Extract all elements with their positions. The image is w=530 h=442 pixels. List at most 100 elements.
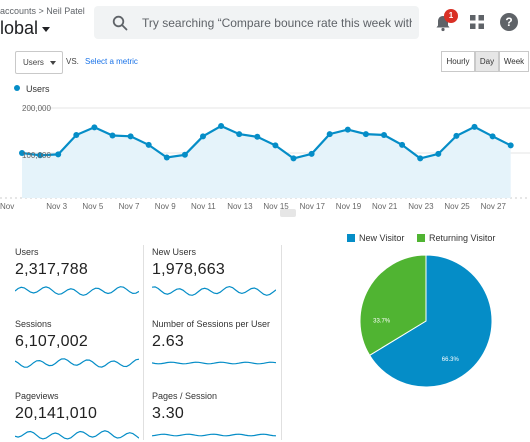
data-point <box>344 126 351 133</box>
search-placeholder: Try searching “Compare bounce rate this … <box>142 16 412 30</box>
x-tick-label: Nov 27 <box>480 202 506 211</box>
scorecard-divider <box>143 245 144 440</box>
x-tick-label: Nov 3 <box>46 202 68 211</box>
chart-legend: Users <box>14 84 50 94</box>
sparkline <box>15 286 139 296</box>
data-point <box>308 150 315 157</box>
x-tick-label: Nov 7 <box>118 202 140 211</box>
help-icon[interactable]: ? <box>500 13 518 31</box>
chart-resize-handle[interactable] <box>280 209 296 217</box>
pie-label-new: 66.3% <box>442 357 460 363</box>
x-tick-label: Nov 11 <box>191 202 216 211</box>
x-tick-label: Nov 9 <box>154 202 176 211</box>
legend-label: Users <box>26 84 50 94</box>
legend-swatch <box>417 234 425 242</box>
sparkline-line <box>152 361 276 365</box>
pie-label-returning: 33.7% <box>373 318 391 324</box>
data-point <box>19 150 25 156</box>
apps-grid-icon[interactable] <box>470 15 484 29</box>
x-tick-label: Nov 5 <box>82 202 104 211</box>
x-tick-label: Nov <box>0 202 15 211</box>
data-point <box>471 123 478 130</box>
scorecard-value: 2.63 <box>152 333 184 350</box>
sparkline-line <box>152 285 276 296</box>
users-line-chart <box>0 107 530 199</box>
scorecard-sessions[interactable]: Sessions 6,107,002 <box>15 317 145 383</box>
data-point <box>254 133 261 140</box>
data-point <box>362 131 369 138</box>
scorecard-value: 20,141,010 <box>15 405 98 422</box>
metric-select-value: Users <box>23 58 44 67</box>
dropdown-arrow-icon <box>50 61 56 65</box>
data-point <box>453 132 460 139</box>
x-tick-label: Nov 15 <box>263 202 289 211</box>
scorecard-value: 2,317,788 <box>15 261 88 278</box>
data-point <box>109 132 116 139</box>
legend-swatch <box>347 234 355 242</box>
week-button[interactable]: Week <box>499 51 529 72</box>
data-point <box>145 141 152 148</box>
x-tick-label: Nov 23 <box>408 202 434 211</box>
scorecard-value: 3.30 <box>152 405 184 422</box>
scorecard-users[interactable]: Users 2,317,788 <box>15 245 145 311</box>
legend-label: New Visitor <box>359 233 405 243</box>
data-point <box>55 151 62 158</box>
day-button[interactable]: Day <box>475 51 499 72</box>
data-point <box>417 155 424 162</box>
sparkline <box>152 361 276 365</box>
x-tick-label: Nov 19 <box>335 202 362 211</box>
y-tick-label: 100,000 <box>22 151 51 160</box>
data-point <box>181 151 188 158</box>
breadcrumb[interactable]: accounts > Neil Patel <box>0 6 85 16</box>
users-line <box>21 124 512 160</box>
x-tick-label: Nov 21 <box>372 202 398 211</box>
sparkline <box>152 285 276 296</box>
sparkline <box>152 433 276 437</box>
hourly-button[interactable]: Hourly <box>441 51 475 72</box>
sparkline-line <box>15 358 139 368</box>
select-metric-link[interactable]: Select a metric <box>85 57 138 66</box>
search-input[interactable]: Try searching “Compare bounce rate this … <box>94 6 419 39</box>
data-point <box>507 142 514 149</box>
data-point <box>91 124 98 131</box>
scorecard-value: 1,978,663 <box>152 261 225 278</box>
data-point <box>73 132 80 138</box>
data-point <box>399 141 406 148</box>
view-name: lobal <box>0 18 39 38</box>
sparkline-line <box>15 430 139 440</box>
x-tick-label: Nov 17 <box>299 202 325 211</box>
pie-legend-new: New Visitor <box>347 233 404 243</box>
chevron-down-icon <box>42 26 51 32</box>
view-selector[interactable]: lobal <box>0 18 51 39</box>
vs-label: VS. <box>66 57 79 66</box>
scorecard-value: 6,107,002 <box>15 333 88 350</box>
top-bar: accounts > Neil Patel lobal Try searchin… <box>0 0 530 48</box>
scorecard-pages-per-session[interactable]: Pages / Session 3.30 <box>152 389 282 442</box>
legend-dot <box>14 85 20 91</box>
sparkline <box>15 430 139 440</box>
scorecard-label: Sessions <box>15 319 52 329</box>
users-area <box>22 126 511 198</box>
scorecard-label: Pages / Session <box>152 391 218 401</box>
data-point <box>381 132 387 138</box>
pie-slice-new-visitor <box>368 254 493 388</box>
data-point <box>290 155 297 162</box>
data-point <box>489 133 496 140</box>
data-point <box>127 133 134 140</box>
pie-legend-returning: Returning Visitor <box>417 233 495 243</box>
data-point <box>272 142 279 149</box>
metric-select[interactable]: Users <box>15 51 63 74</box>
search-icon <box>112 15 128 31</box>
scorecard-divider <box>281 245 282 440</box>
scorecard-label: Pageviews <box>15 391 59 401</box>
data-point <box>218 123 225 129</box>
notification-badge: 1 <box>444 9 458 23</box>
scorecard-sessions-per-user[interactable]: Number of Sessions per User 2.63 <box>152 317 282 383</box>
scorecard-new-users[interactable]: New Users 1,978,663 <box>152 245 282 311</box>
scorecard-label: Number of Sessions per User <box>152 319 271 329</box>
scorecard-pageviews[interactable]: Pageviews 20,141,010 <box>15 389 145 442</box>
legend-label: Returning Visitor <box>429 233 496 243</box>
x-tick-label: Nov 25 <box>444 202 470 211</box>
data-point <box>37 152 44 159</box>
visitor-type-pie-chart: 66.3% 33.7% <box>359 254 493 388</box>
